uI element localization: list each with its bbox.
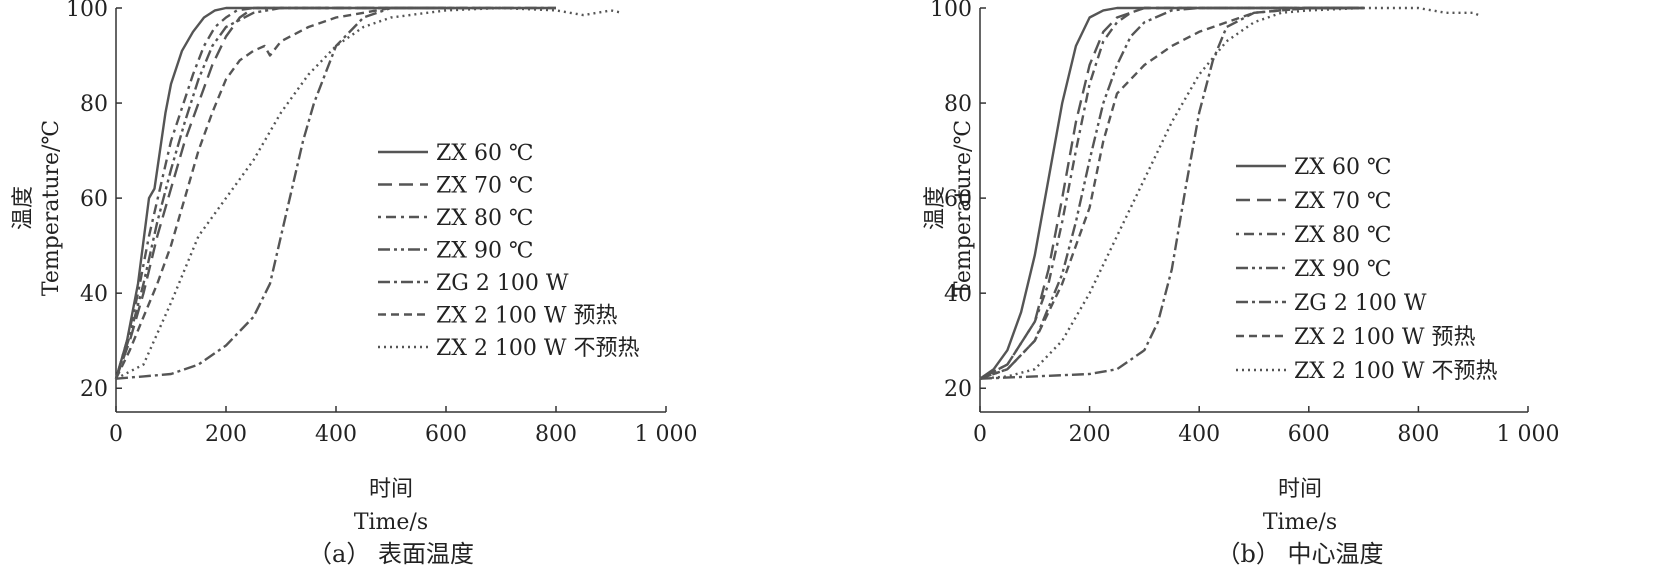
panel-b-x-tick-label: 800 xyxy=(1397,422,1439,447)
panel-b-axes: 0 200 400 600 800 1 000 20 40 60 80 100 xyxy=(930,0,1559,447)
panel-a-x-tick-label: 1 000 xyxy=(635,422,698,447)
panel-b-series-line-4 xyxy=(979,6,1364,380)
panel-b-x-tick-label: 400 xyxy=(1178,422,1220,447)
panel-a-legend-label-1: ZX 60 ℃ xyxy=(436,141,534,166)
panel-b-xlabel-en: Time/s xyxy=(1263,510,1337,535)
panel-b-legend-label-4: ZX 90 ℃ xyxy=(1294,257,1392,282)
panel-b-legend-label-5: ZG 2 100 W xyxy=(1294,291,1427,316)
panel-b-x-tick-label: 0 xyxy=(973,422,987,447)
panel-a-legend-label-6: ZX 2 100 W 预热 xyxy=(436,304,618,329)
panel-a-xlabel-cn: 时间 xyxy=(369,477,413,502)
panel-b-xlabel-cn: 时间 xyxy=(1278,477,1322,502)
panel-a-axes: 0 200 400 600 800 1 000 20 40 60 80 100 xyxy=(66,0,697,447)
panel-b-ylabel-en: Temperature/℃ xyxy=(951,120,976,296)
panel-a-x-tick-label: 0 xyxy=(109,422,123,447)
panel-a-legend: ZX 60 ℃ ZX 70 ℃ ZX 80 ℃ ZX 90 ℃ ZG 2 100 W ZX… xyxy=(378,141,640,361)
panel-a-series xyxy=(114,6,623,380)
panel-a-legend-label-3: ZX 80 ℃ xyxy=(436,206,534,231)
panel-a-x-tick-label: 600 xyxy=(425,422,467,447)
panel-a-series-line-7 xyxy=(115,6,623,380)
panel-a-caption: （a） 表面温度 xyxy=(308,540,474,568)
panel-a-series-line-4 xyxy=(114,6,446,380)
panel-a-x-tick-label: 800 xyxy=(535,422,577,447)
panel-a-legend-label-4: ZX 90 ℃ xyxy=(436,239,534,264)
panel-a-y-tick-label: 80 xyxy=(80,92,108,117)
panel-b-series-line-6 xyxy=(979,6,1364,380)
panel-a-ylabel-cn: 温度 xyxy=(11,186,36,230)
panel-b-y-tick-label: 40 xyxy=(944,282,972,307)
panel-b-caption: （b） 中心温度 xyxy=(1217,540,1384,568)
panel-a-y-tick-label: 20 xyxy=(80,377,108,402)
panel-b-y-tick-label: 80 xyxy=(944,92,972,117)
panel-b-x-tick-label: 1 000 xyxy=(1497,422,1560,447)
panel-a-y-tick-label: 40 xyxy=(80,282,108,307)
panel-b-x-tick-label: 600 xyxy=(1288,422,1330,447)
panel-a-x-tick-label: 200 xyxy=(205,422,247,447)
panel-b-y-tick-label: 100 xyxy=(930,0,972,22)
panel-b-series-line-7 xyxy=(979,6,1480,380)
panel-b-series xyxy=(979,6,1480,380)
panel-a-series-line-3 xyxy=(114,6,446,380)
panel-a-xlabel-en: Time/s xyxy=(354,510,428,535)
panel-a-x-tick-label: 400 xyxy=(315,422,357,447)
panel-a-legend-label-5: ZG 2 100 W xyxy=(436,271,569,296)
panel-b-ylabel-cn: 温度 xyxy=(923,186,948,230)
panel-b-y-tick-label: 20 xyxy=(944,377,972,402)
panel-b-y-tick-label: 60 xyxy=(944,187,972,212)
panel-b-series-line-2 xyxy=(979,6,1364,380)
panel-b-legend-label-3: ZX 80 ℃ xyxy=(1294,223,1392,248)
panel-b-legend-label-1: ZX 60 ℃ xyxy=(1294,155,1392,180)
panel-b-legend-label-2: ZX 70 ℃ xyxy=(1294,189,1392,214)
panel-a-series-line-5 xyxy=(115,6,556,380)
panel-a-legend-label-7: ZX 2 100 W 不预热 xyxy=(436,336,640,361)
panel-a-legend-label-2: ZX 70 ℃ xyxy=(436,174,534,199)
panel-b-legend: ZX 60 ℃ ZX 70 ℃ ZX 80 ℃ ZX 90 ℃ ZG 2 100 W ZX… xyxy=(1236,155,1498,384)
panel-b-x-tick-label: 200 xyxy=(1069,422,1111,447)
panel-a-ylabel-en: Temperature/℃ xyxy=(39,120,64,296)
panel-a-y-tick-label: 100 xyxy=(66,0,108,22)
panel-a-series-line-6 xyxy=(114,6,501,380)
panel-b-legend-label-6: ZX 2 100 W 预热 xyxy=(1294,325,1476,350)
panel-a-y-tick-label: 60 xyxy=(80,187,108,212)
panel-b-legend-label-7: ZX 2 100 W 不预热 xyxy=(1294,359,1498,384)
